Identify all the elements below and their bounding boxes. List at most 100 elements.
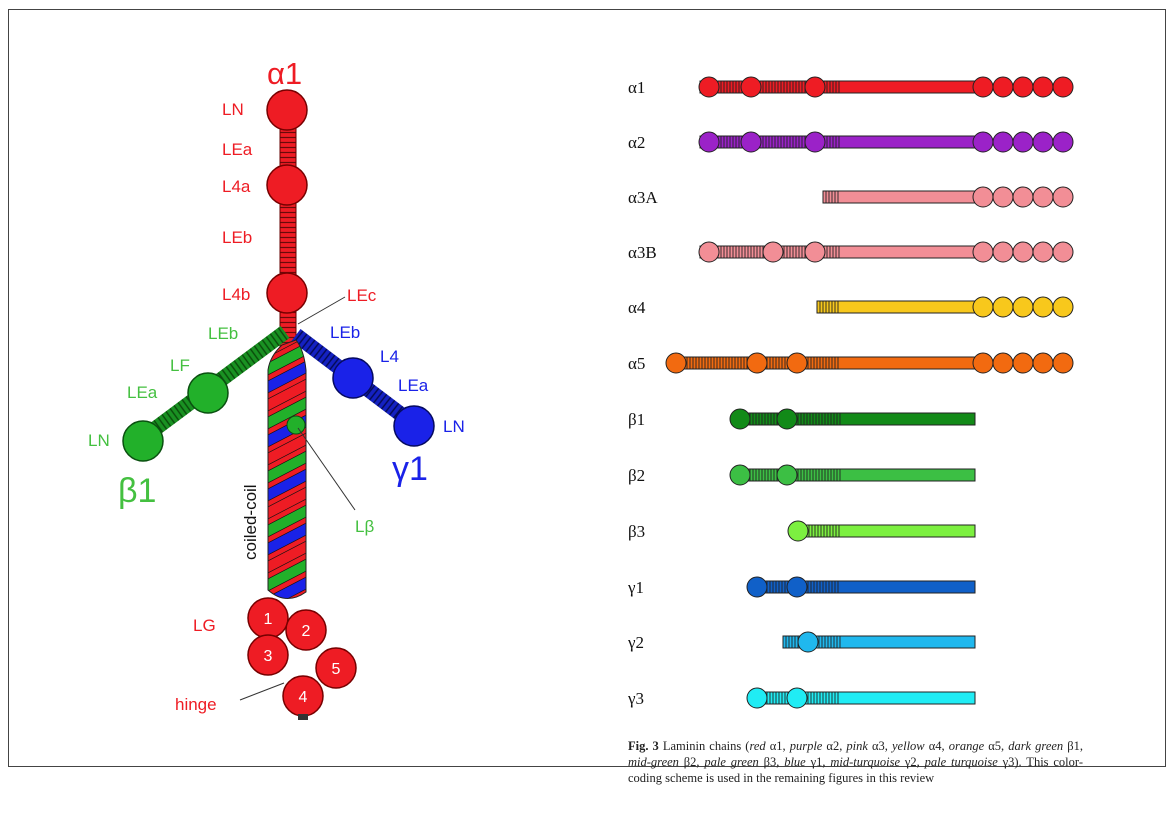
globular-domain <box>776 464 798 486</box>
globular-domain <box>797 631 819 653</box>
le-domain-hatch <box>822 191 839 203</box>
caption-text: γ1, <box>805 755 831 769</box>
globular-domain <box>992 131 1014 153</box>
chain-label: β3 <box>628 522 645 541</box>
lg-number-1: 1 <box>264 611 273 628</box>
chain-label: β1 <box>628 410 645 429</box>
label-alpha-l4b: L4b <box>222 285 250 304</box>
globular-domain <box>992 186 1014 208</box>
caption-text: β3, <box>758 755 785 769</box>
caption-text: β1, <box>1063 739 1083 753</box>
label-beta-lf: LF <box>170 356 190 375</box>
globular-domain <box>665 352 687 374</box>
globular-domain <box>972 76 994 98</box>
label-alpha-leb: LEb <box>222 228 252 247</box>
globular-domain <box>729 464 751 486</box>
globular-domain <box>1052 241 1074 263</box>
caption-color-term: pale turquoise <box>924 755 998 769</box>
globular-domain <box>698 76 720 98</box>
lbeta-domain <box>286 415 306 435</box>
caption-text: α2, <box>822 739 847 753</box>
globular-domain <box>992 296 1014 318</box>
globular-domain <box>804 131 826 153</box>
lg-number-4: 4 <box>299 689 308 706</box>
globular-domain <box>1032 296 1054 318</box>
chain-rod <box>816 300 976 314</box>
beta1-ln-globule <box>122 420 164 462</box>
label-beta-ln: LN <box>88 431 110 450</box>
chain-label: β2 <box>628 466 645 485</box>
caption-text: Laminin chains ( <box>658 739 750 753</box>
globular-domain <box>776 408 798 430</box>
chain-row: α5 <box>628 352 1074 374</box>
chain-row: α2 <box>628 131 1074 153</box>
label-gamma-l4: L4 <box>380 347 399 366</box>
caption-color-term: dark green <box>1008 739 1064 753</box>
caption-text: α3, <box>867 739 892 753</box>
le-domain-hatch <box>804 357 839 369</box>
globular-domain <box>740 76 762 98</box>
chain-label: α1 <box>628 78 645 97</box>
alpha1-ln-globule <box>266 89 308 131</box>
globular-domain <box>1052 352 1074 374</box>
globular-domain <box>1052 296 1074 318</box>
lg-number-5: 5 <box>332 661 341 678</box>
label-alpha-lea: LEa <box>222 140 253 159</box>
le-domain-hatch <box>780 246 809 258</box>
caption-color-term: purple <box>789 739 823 753</box>
beta1-title: β1 <box>118 472 156 510</box>
globular-domain <box>746 352 768 374</box>
caption-fig-label: Fig. 3 <box>628 739 659 753</box>
globular-domain <box>786 352 808 374</box>
globular-domain <box>972 352 994 374</box>
label-coiled-coil: coiled-coil <box>241 484 260 560</box>
gamma1-ln-globule <box>393 405 435 447</box>
chain-row: β2 <box>628 464 976 486</box>
chain-row: γ1 <box>627 576 976 598</box>
globular-domain <box>1052 186 1074 208</box>
chain-label: γ3 <box>627 689 644 708</box>
globular-domain <box>1052 76 1074 98</box>
chain-row: γ3 <box>627 687 976 709</box>
alpha1-l4a-globule <box>266 164 308 206</box>
label-gamma-leb: LEb <box>330 323 360 342</box>
coiled-coil-body <box>268 340 306 599</box>
lg-domain-5 <box>315 647 357 689</box>
label-gamma-lea: LEa <box>398 376 429 395</box>
globular-domain <box>787 520 809 542</box>
lg-number-2: 2 <box>302 623 311 640</box>
lg-number-3: 3 <box>264 648 273 665</box>
alpha1-rod <box>279 109 297 361</box>
le-domain-hatch <box>805 525 840 537</box>
caption-text: α1, <box>765 739 790 753</box>
lg-domain-3 <box>247 634 289 676</box>
laminin-chains: α1 α2 α3A α3B α4 α5 β1 β2 β3 γ1 γ2 γ3 <box>627 76 1074 709</box>
chain-label: α4 <box>628 298 646 317</box>
chain-label: α2 <box>628 133 645 152</box>
beta1-lf-globule <box>187 372 229 414</box>
globular-domain <box>1012 241 1034 263</box>
chain-row: α3B <box>628 241 1074 263</box>
globular-domain <box>972 296 994 318</box>
globular-domain <box>992 76 1014 98</box>
caption-text: α4, <box>924 739 949 753</box>
globular-domain <box>698 241 720 263</box>
caption-color-term: red <box>749 739 766 753</box>
chain-row: γ2 <box>627 631 976 653</box>
globular-domain <box>804 76 826 98</box>
label-gamma-ln: LN <box>443 417 465 436</box>
globular-domain <box>992 241 1014 263</box>
globular-domain <box>992 352 1014 374</box>
globular-domain <box>786 687 808 709</box>
globular-domain <box>1012 352 1034 374</box>
globular-domain <box>1032 352 1054 374</box>
caption-text: γ2, <box>900 755 925 769</box>
label-beta-leb: LEb <box>208 324 238 343</box>
label-hinge: hinge <box>175 695 217 714</box>
chain-row: β3 <box>628 520 976 542</box>
globular-domain <box>729 408 751 430</box>
globular-domain <box>1032 241 1054 263</box>
caption-color-term: pale green <box>704 755 759 769</box>
caption-color-term: mid-turquoise <box>830 755 901 769</box>
